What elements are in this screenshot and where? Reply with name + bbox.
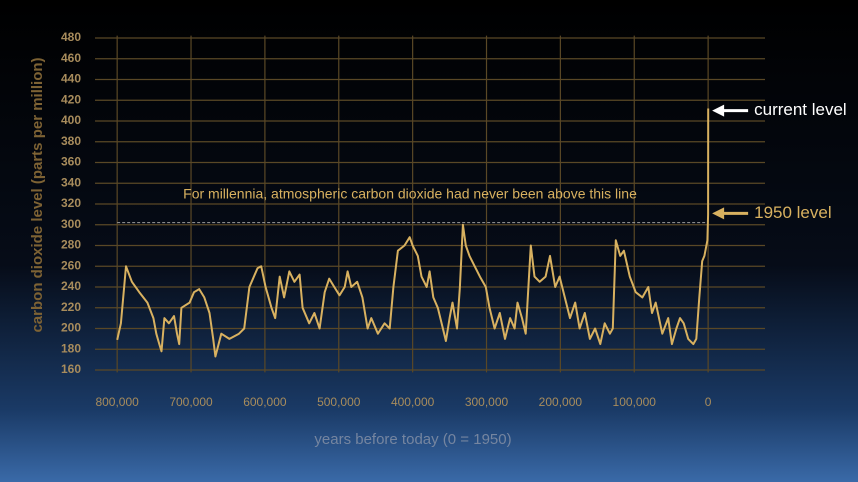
y-tick-label: 380	[61, 134, 81, 148]
x-tick-label: 300,000	[465, 395, 509, 409]
y-tick-label: 400	[61, 113, 81, 127]
y-tick-label: 180	[61, 341, 81, 355]
y-tick-label: 160	[61, 362, 81, 376]
y-tick-label: 340	[61, 175, 81, 189]
y-tick-label: 260	[61, 258, 81, 272]
y-tick-label: 280	[61, 238, 81, 252]
arrow-head	[712, 104, 725, 117]
x-axis-label: years before today (0 = 1950)	[314, 431, 511, 448]
y-tick-label: 320	[61, 196, 81, 210]
x-tick-label: 400,000	[391, 395, 435, 409]
y-axis-label: carbon dioxide level (parts per million)	[29, 57, 46, 332]
x-tick-label: 200,000	[539, 395, 583, 409]
y-tick-label: 440	[61, 72, 81, 86]
y-tick-label: 360	[61, 155, 81, 169]
x-tick-label: 600,000	[243, 395, 287, 409]
y-tick-label: 480	[61, 30, 81, 44]
x-tick-label: 700,000	[169, 395, 213, 409]
x-tick-label: 800,000	[95, 395, 139, 409]
arrow-head	[712, 207, 725, 220]
annotation: current level	[754, 100, 847, 119]
y-tick-label: 200	[61, 321, 81, 335]
y-tick-label: 420	[61, 92, 81, 106]
annotation: 1950 level	[754, 203, 832, 222]
annotation: For millennia, atmospheric carbon dioxid…	[183, 185, 637, 201]
x-tick-label: 500,000	[317, 395, 361, 409]
y-tick-label: 220	[61, 300, 81, 314]
y-tick-label: 240	[61, 279, 81, 293]
y-tick-label: 300	[61, 217, 81, 231]
x-tick-label: 0	[705, 395, 712, 409]
y-tick-label: 460	[61, 51, 81, 65]
data-line	[116, 108, 710, 358]
x-tick-label: 100,000	[613, 395, 657, 409]
